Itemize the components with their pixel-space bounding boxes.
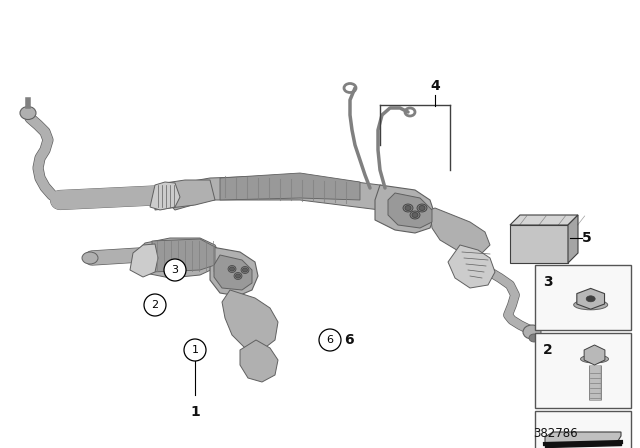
Polygon shape [448, 245, 495, 288]
Polygon shape [130, 244, 158, 277]
Ellipse shape [417, 204, 427, 212]
Polygon shape [535, 333, 631, 408]
Polygon shape [577, 289, 605, 309]
Ellipse shape [82, 252, 98, 264]
Text: 2: 2 [152, 300, 159, 310]
Text: 5: 5 [582, 231, 592, 245]
Ellipse shape [412, 212, 418, 217]
Circle shape [319, 329, 341, 351]
Ellipse shape [236, 274, 241, 278]
Text: 1: 1 [191, 345, 198, 355]
Polygon shape [155, 180, 215, 210]
Circle shape [164, 259, 186, 281]
Polygon shape [510, 225, 568, 263]
Polygon shape [135, 238, 220, 278]
Ellipse shape [230, 267, 234, 271]
Polygon shape [222, 290, 278, 350]
Polygon shape [535, 265, 631, 330]
Text: 3: 3 [543, 275, 552, 289]
Text: 2: 2 [543, 343, 553, 357]
Polygon shape [568, 215, 578, 263]
Ellipse shape [234, 272, 242, 280]
Circle shape [184, 339, 206, 361]
Text: 1: 1 [190, 405, 200, 419]
Text: 4: 4 [430, 79, 440, 93]
Polygon shape [165, 175, 415, 215]
Polygon shape [535, 411, 631, 448]
Ellipse shape [529, 334, 539, 342]
Ellipse shape [228, 266, 236, 272]
Ellipse shape [405, 206, 411, 211]
Polygon shape [152, 239, 215, 272]
Ellipse shape [403, 204, 413, 212]
Circle shape [144, 294, 166, 316]
Text: 6: 6 [326, 335, 333, 345]
Polygon shape [214, 255, 252, 290]
Ellipse shape [580, 355, 609, 363]
Ellipse shape [243, 268, 248, 272]
Polygon shape [150, 182, 180, 210]
Ellipse shape [586, 296, 595, 302]
Ellipse shape [419, 206, 425, 211]
Ellipse shape [523, 325, 541, 339]
Text: 382786: 382786 [532, 427, 577, 440]
Polygon shape [430, 208, 490, 255]
Polygon shape [388, 193, 432, 228]
Polygon shape [220, 173, 360, 200]
Text: 3: 3 [172, 265, 179, 275]
Text: 6: 6 [344, 333, 354, 347]
Polygon shape [545, 432, 621, 444]
Ellipse shape [241, 267, 249, 273]
Ellipse shape [573, 300, 608, 310]
Ellipse shape [410, 211, 420, 219]
Polygon shape [510, 215, 578, 225]
Ellipse shape [20, 107, 36, 120]
Polygon shape [584, 345, 605, 365]
Polygon shape [210, 247, 258, 296]
Polygon shape [240, 340, 278, 382]
Polygon shape [375, 185, 435, 233]
